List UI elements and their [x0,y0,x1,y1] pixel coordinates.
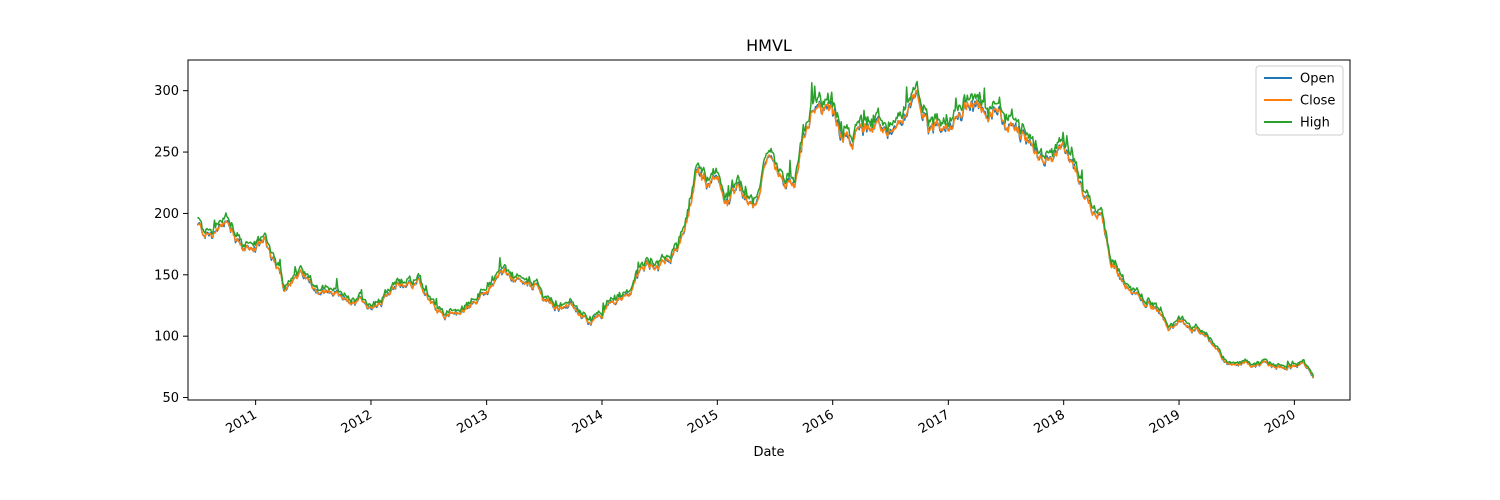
y-axis: 50 100 150 200 250 300 [154,84,188,406]
plot-area [188,60,1350,400]
x-tick-label: 2015 [685,407,721,437]
y-tick-label: 100 [154,330,179,345]
legend-box [1255,65,1344,136]
x-tick-label: 2011 [223,407,259,437]
x-tick-label: 2017 [916,407,952,437]
y-tick-label: 50 [162,391,179,406]
chart-title: HMVL [746,36,792,55]
x-tick-label: 2013 [454,407,490,437]
y-tick-label: 150 [154,268,179,283]
y-tick-label: 300 [154,84,179,99]
x-tick-label: 2014 [570,407,606,437]
x-tick-label: 2020 [1262,407,1298,437]
y-tick-label: 250 [154,146,179,161]
x-tick-label: 2019 [1147,407,1183,437]
x-tick-label: 2018 [1032,407,1068,437]
series-line-high [197,80,1315,377]
legend-label: High [1300,116,1330,131]
x-tick-label: 2016 [801,407,837,437]
series-line-close [197,89,1315,378]
x-tick-label: 2012 [339,407,375,437]
series-layer [196,80,1315,379]
legend: Open Close High [1255,65,1344,136]
y-tick-label: 200 [154,207,179,222]
legend-label: Close [1300,94,1335,109]
legend-label: Open [1300,72,1335,87]
plot-frame [187,59,1351,401]
x-axis-label: Date [753,445,784,460]
x-axis: 2011 2012 2013 2014 2015 2016 2017 2018 2019 2020 [223,400,1298,437]
